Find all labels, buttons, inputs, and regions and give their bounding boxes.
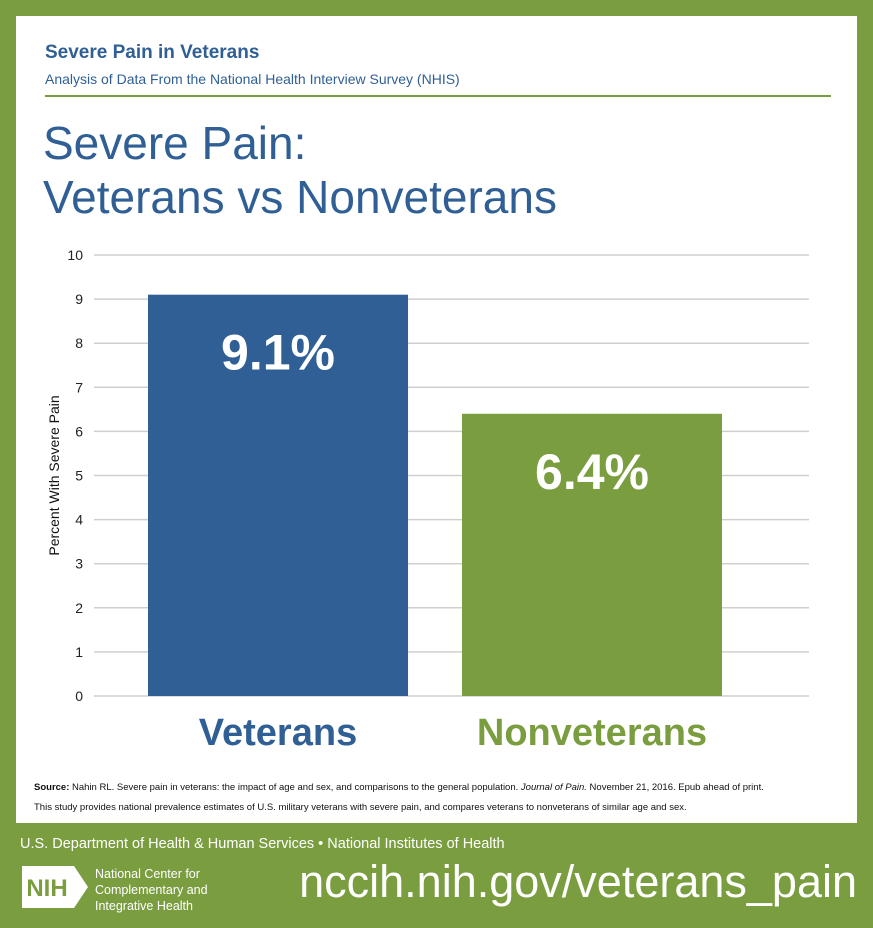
y-tick-label-6: 6 [75,423,83,439]
y-axis-label: Percent With Severe Pain [46,395,62,555]
bar-nonveterans [462,413,722,696]
y-tick-label-3: 3 [75,556,83,572]
main-title-line-2: Veterans vs Nonveterans [43,171,557,223]
data-label-nonveterans: 6.4% [535,444,649,500]
infographic-panel: Severe Pain in Veterans Analysis of Data… [16,16,857,823]
nccih-name-line-2: Complementary and [95,883,208,897]
main-title-line-1: Severe Pain: [43,117,307,169]
y-tick-label-5: 5 [75,468,83,484]
source-note: This study provides national prevalence … [34,802,687,813]
source-line: Source: Nahin RL. Severe pain in veteran… [34,778,854,798]
nccih-name-line-1: National Center for [95,867,200,881]
bar-veterans [148,294,408,696]
header-subtitle: Analysis of Data From the National Healt… [45,71,460,87]
y-tick-label-0: 0 [75,688,83,704]
y-tick-label-7: 7 [75,379,83,395]
main-title: Severe Pain: Veterans vs Nonveterans [43,116,557,224]
source-label: Source: [34,782,70,793]
nih-logo-text: NIH [26,875,67,902]
category-label-nonveterans: Nonveterans [477,712,707,754]
header-title: Severe Pain in Veterans [45,42,260,63]
y-tick-label-2: 2 [75,600,83,616]
data-label-veterans: 9.1% [221,325,335,381]
y-tick-label-9: 9 [75,291,83,307]
header-divider [45,95,831,97]
nccih-name: National Center for Complementary and In… [95,866,208,914]
source-text: Nahin RL. Severe pain in veterans: the i… [69,782,521,793]
source-date: November 21, 2016. Epub ahead of print. [586,782,764,793]
y-tick-label-10: 10 [67,247,83,263]
source-journal: Journal of Pain. [520,782,587,793]
y-tick-label-4: 4 [75,512,83,528]
footer-org: U.S. Department of Health & Human Servic… [20,836,505,852]
source-citation: Source: Nahin RL. Severe pain in veteran… [34,778,854,818]
bar-chart: 0 1 2 3 4 5 6 7 8 9 10 Percent With Severe Pain 9.1%… [46,247,809,754]
website-url[interactable]: nccih.nih.gov/veterans_pain [299,856,857,907]
y-tick-label-8: 8 [75,335,83,351]
nccih-name-line-3: Integrative Health [95,899,193,913]
nih-logo-icon: NIH [22,866,88,908]
y-tick-label-1: 1 [75,644,83,660]
category-label-veterans: Veterans [199,712,357,754]
